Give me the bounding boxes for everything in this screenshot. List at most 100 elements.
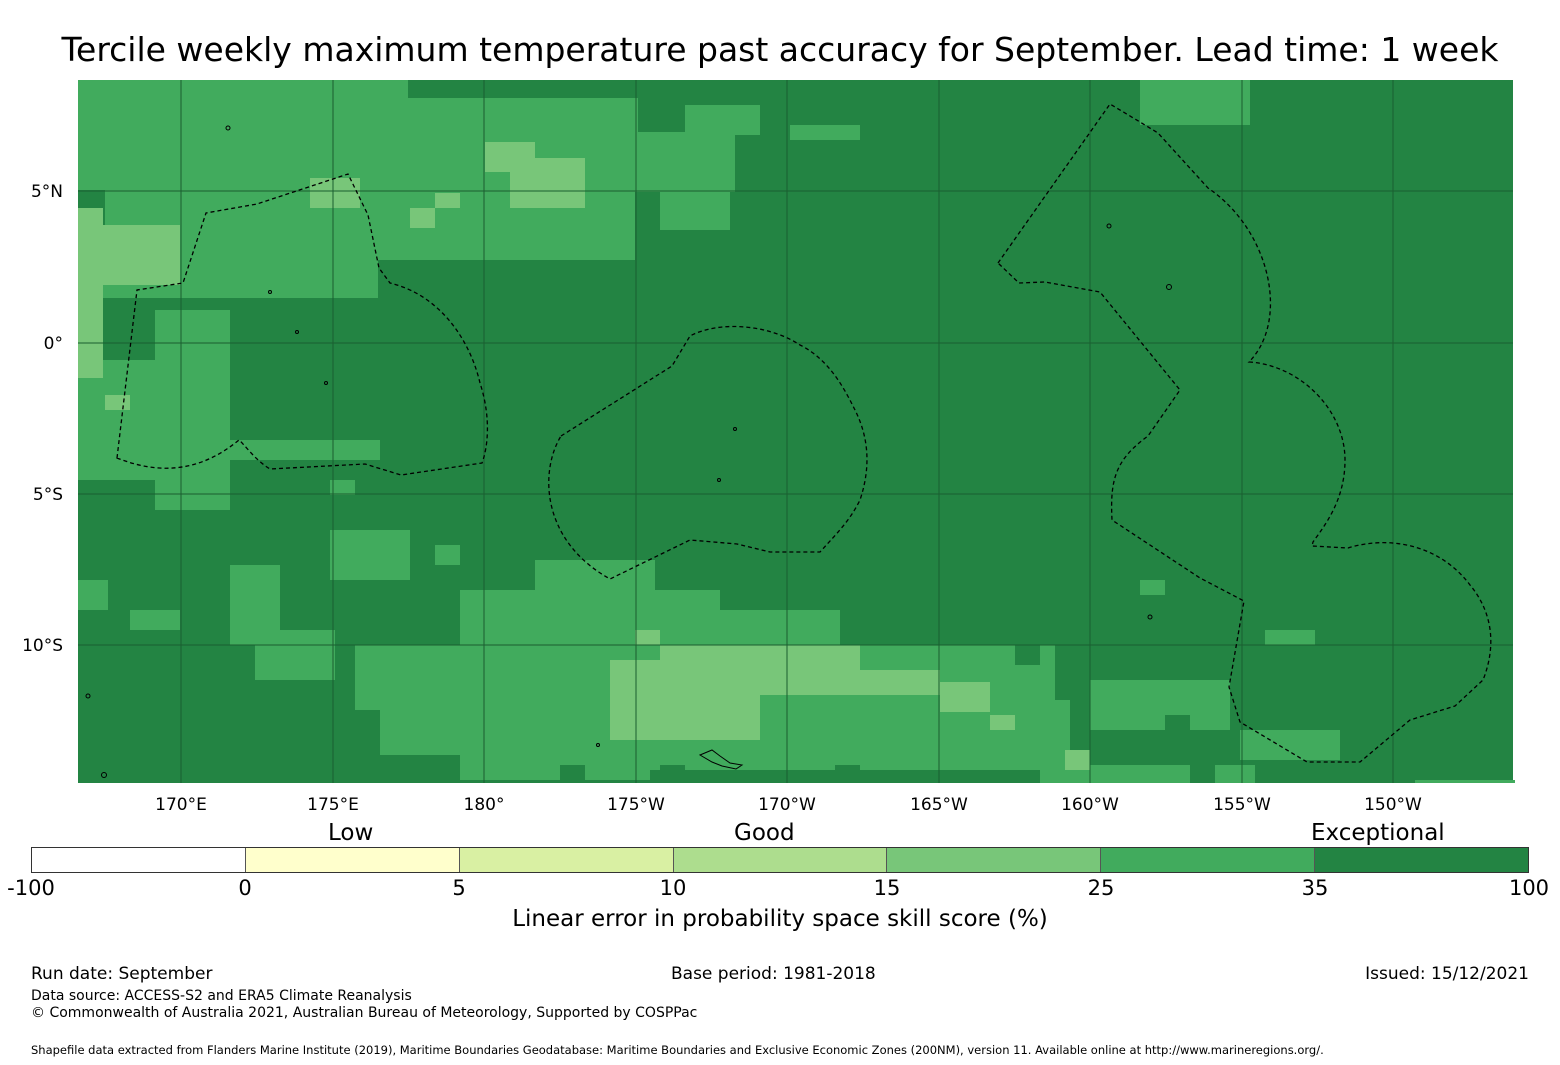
colorbar-title: Linear error in probability space skill … [512,906,1048,932]
copyright: © Commonwealth of Australia 2021, Austra… [31,1005,698,1021]
skill-cell-25-35 [330,480,355,495]
skill-cell-25-35 [230,440,380,460]
chart-title: Tercile weekly maximum temperature past … [61,30,1499,69]
skill-cell-25-35 [1090,680,1230,730]
colorbar-bin [673,848,888,872]
skill-cell-25-35 [700,610,840,650]
lat-tick-label: 5°N [31,182,63,202]
skill-cell-15-25 [1065,750,1090,770]
lon-tick-label: 175°W [607,795,665,815]
skill-cell-25-35 [78,360,158,480]
colorbar-tick-label: -100 [7,876,55,900]
island-samoa [698,749,744,770]
eez-boundary-tuvalu-kiribati-west [116,173,489,476]
skill-cell-25-35 [130,100,380,130]
skill-cell-25-35 [1040,765,1190,783]
skill-cell-15-25 [78,208,103,378]
skill-cell-25-35 [660,190,730,230]
skill-cell-15-25 [990,715,1015,730]
skill-cell-25-35 [535,560,655,605]
skill-cell-15-25 [435,193,460,208]
skill-cell-25-35 [255,630,335,680]
island-marker [324,381,328,385]
lat-tick-label: 5°S [33,485,63,505]
skill-cell-25-35 [1215,765,1255,783]
lon-tick-label: 170°E [155,795,207,815]
island-marker [1166,284,1172,290]
colorbar-tick-label: 35 [1301,876,1329,900]
lon-tick-label: 175°E [307,795,359,815]
colorbar-bin [1315,848,1529,872]
island-marker [1147,614,1153,620]
data-source: Data source: ACCESS-S2 and ERA5 Climate … [31,988,412,1004]
issued-date: Issued: 15/12/2021 [1365,964,1529,984]
colorbar-tick-label: 15 [873,876,901,900]
eez-boundaries [116,103,1492,763]
colorbar [31,847,1529,873]
colorbar-bin [32,848,246,872]
island-marker [85,693,91,699]
lon-tick-label: 155°W [1213,795,1271,815]
skill-cell-15-25 [635,630,660,645]
lon-tick-label: 165°W [910,795,968,815]
skill-cell-25-35 [180,420,230,460]
skill-cell-25-35 [435,545,460,565]
category-exceptional: Exceptional [1311,820,1445,846]
colorbar-bin [887,848,1102,872]
skill-cell-35-100 [660,765,685,783]
axis-labels: 170°E 175°E 180° 175°W 170°W 165°W 160°W 155°W 1… [22,182,1422,815]
colorbar-bin [459,848,674,872]
lon-tick-label: 160°W [1061,795,1119,815]
skill-cell-25-35 [1140,580,1165,595]
skill-cell-15-25 [810,670,940,695]
island-marker [717,478,721,482]
skill-score-map: 170°E 175°E 180° 175°W 170°W 165°W 160°W 155°W 1… [22,80,1515,815]
graticule [78,80,1513,783]
skill-cell-15-25 [410,208,435,228]
skill-cell-25-35 [1240,730,1340,760]
colorbar-tick-label: 100 [1508,876,1550,900]
island-marker [225,125,231,131]
shapefile-credit: Shapefile data extracted from Flanders M… [31,1043,1324,1057]
category-good: Good [734,820,795,846]
skill-cell-25-35 [685,105,760,135]
skill-cell-15-25 [510,158,585,208]
colorbar-tick-label: 0 [238,876,252,900]
skill-cell-25-35 [790,125,860,140]
lon-tick-label: 180° [464,795,505,815]
skill-cell-25-35 [130,610,180,630]
skill-cell-15-25 [105,395,130,410]
island-marker [268,290,272,294]
skill-score-grid [78,80,1515,783]
base-period: Base period: 1981-2018 [671,964,876,984]
skill-cell-35-100 [835,765,860,783]
run-date: Run date: September [31,964,213,984]
skill-cell-25-35 [1415,780,1515,783]
island-marker [1106,223,1112,229]
skill-cell-15-25 [310,178,360,208]
colorbar-bin [1101,848,1316,872]
skill-cell-25-35 [78,580,108,610]
skill-cell-25-35 [1140,80,1250,125]
lon-tick-label: 150°W [1364,795,1422,815]
island-marker [733,427,737,431]
skill-cell-35-100 [1165,715,1190,730]
skill-cell-25-35 [155,310,230,510]
skill-cell-35-100 [560,765,585,783]
skill-cell-25-35 [1265,630,1315,645]
skill-cell-35-100 [1015,645,1040,665]
skill-cell-25-35 [635,132,735,192]
islands [85,125,1172,778]
island-marker [101,772,107,778]
skill-cell-25-35 [330,530,410,580]
colorbar-tick-label: 10 [659,876,687,900]
colorbar-tick-label: 5 [452,876,466,900]
island-marker [596,743,600,747]
skill-cell-25-35 [408,98,638,138]
skill-cell-15-25 [940,682,990,712]
lon-tick-label: 170°W [758,795,816,815]
colorbar-bin [245,848,460,872]
lat-tick-label: 10°S [22,636,63,656]
colorbar-tick-label: 25 [1087,876,1115,900]
category-low: Low [328,820,374,846]
